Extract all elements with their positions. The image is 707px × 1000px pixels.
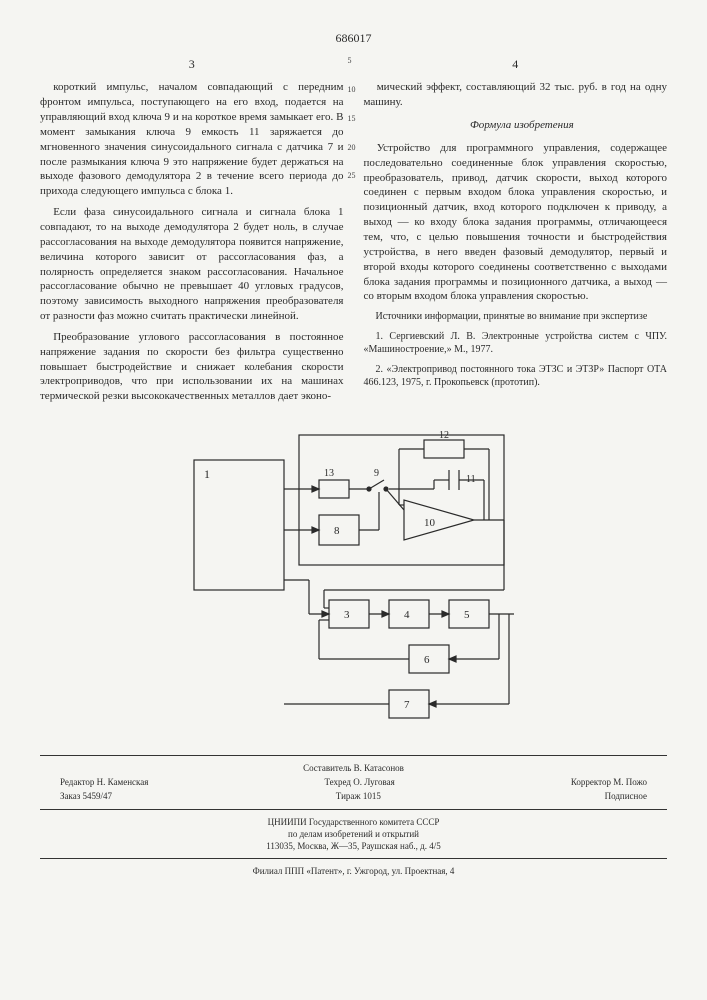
svg-text:10: 10: [424, 517, 436, 529]
source-2: 2. «Электропривод постоянного тока ЭТЗС …: [364, 363, 668, 390]
svg-text:7: 7: [404, 699, 410, 711]
subscription: Подписное: [605, 790, 647, 802]
svg-text:4: 4: [404, 609, 410, 621]
svg-text:5: 5: [464, 609, 470, 621]
formula-title: Формула изобретения: [364, 118, 668, 133]
text-columns: 3 короткий импульс, началом совпадающий …: [40, 56, 667, 410]
org-line1: ЦНИИПИ Государственного комитета СССР: [40, 816, 667, 828]
svg-text:6: 6: [424, 654, 430, 666]
compiler: Составитель В. Катасонов: [303, 762, 404, 774]
footer: Составитель В. Катасонов Редактор Н. Кам…: [40, 755, 667, 877]
org-line2: по делам изобретений и открытий: [40, 828, 667, 840]
techred: Техред О. Луговая: [324, 776, 394, 788]
patent-number: 686017: [40, 30, 667, 46]
tirage: Тираж 1015: [336, 790, 381, 802]
svg-text:13: 13: [324, 468, 334, 479]
svg-text:3: 3: [344, 609, 350, 621]
order: Заказ 5459/47: [60, 790, 112, 802]
corrector: Корректор М. Пожо: [571, 776, 647, 788]
svg-text:12: 12: [439, 430, 449, 441]
left-p3: Преобразование углового рассогласования …: [40, 330, 344, 404]
editor: Редактор Н. Каменская: [60, 776, 148, 788]
left-col-header: 3: [40, 56, 344, 72]
left-p2: Если фаза синусоидального сигнала и сигн…: [40, 205, 344, 324]
address2: Филиал ППП «Патент», г. Ужгород, ул. Про…: [40, 865, 667, 877]
address1: 113035, Москва, Ж—35, Раушская наб., д. …: [40, 840, 667, 852]
line-ruler: 5 10 15 20 25: [348, 56, 356, 200]
left-p1: короткий импульс, началом совпадающий с …: [40, 80, 344, 199]
right-column: 4 мический эффект, составляющий 32 тыс. …: [364, 56, 668, 410]
source-1: 1. Сергиевский Л. В. Электронные устройс…: [364, 330, 668, 357]
svg-text:9: 9: [374, 468, 379, 479]
svg-text:8: 8: [334, 525, 340, 537]
circuit-diagram: 1 12 11 13 8 10 9 3 4: [40, 430, 667, 730]
right-col-header: 4: [364, 56, 668, 72]
svg-text:1: 1: [204, 467, 210, 481]
sources-title: Источники информации, принятые во вниман…: [364, 310, 668, 324]
right-p1: мический эффект, составляющий 32 тыс. ру…: [364, 80, 668, 110]
left-column: 3 короткий импульс, началом совпадающий …: [40, 56, 344, 410]
right-p2: Устройство для программного управления, …: [364, 141, 668, 304]
